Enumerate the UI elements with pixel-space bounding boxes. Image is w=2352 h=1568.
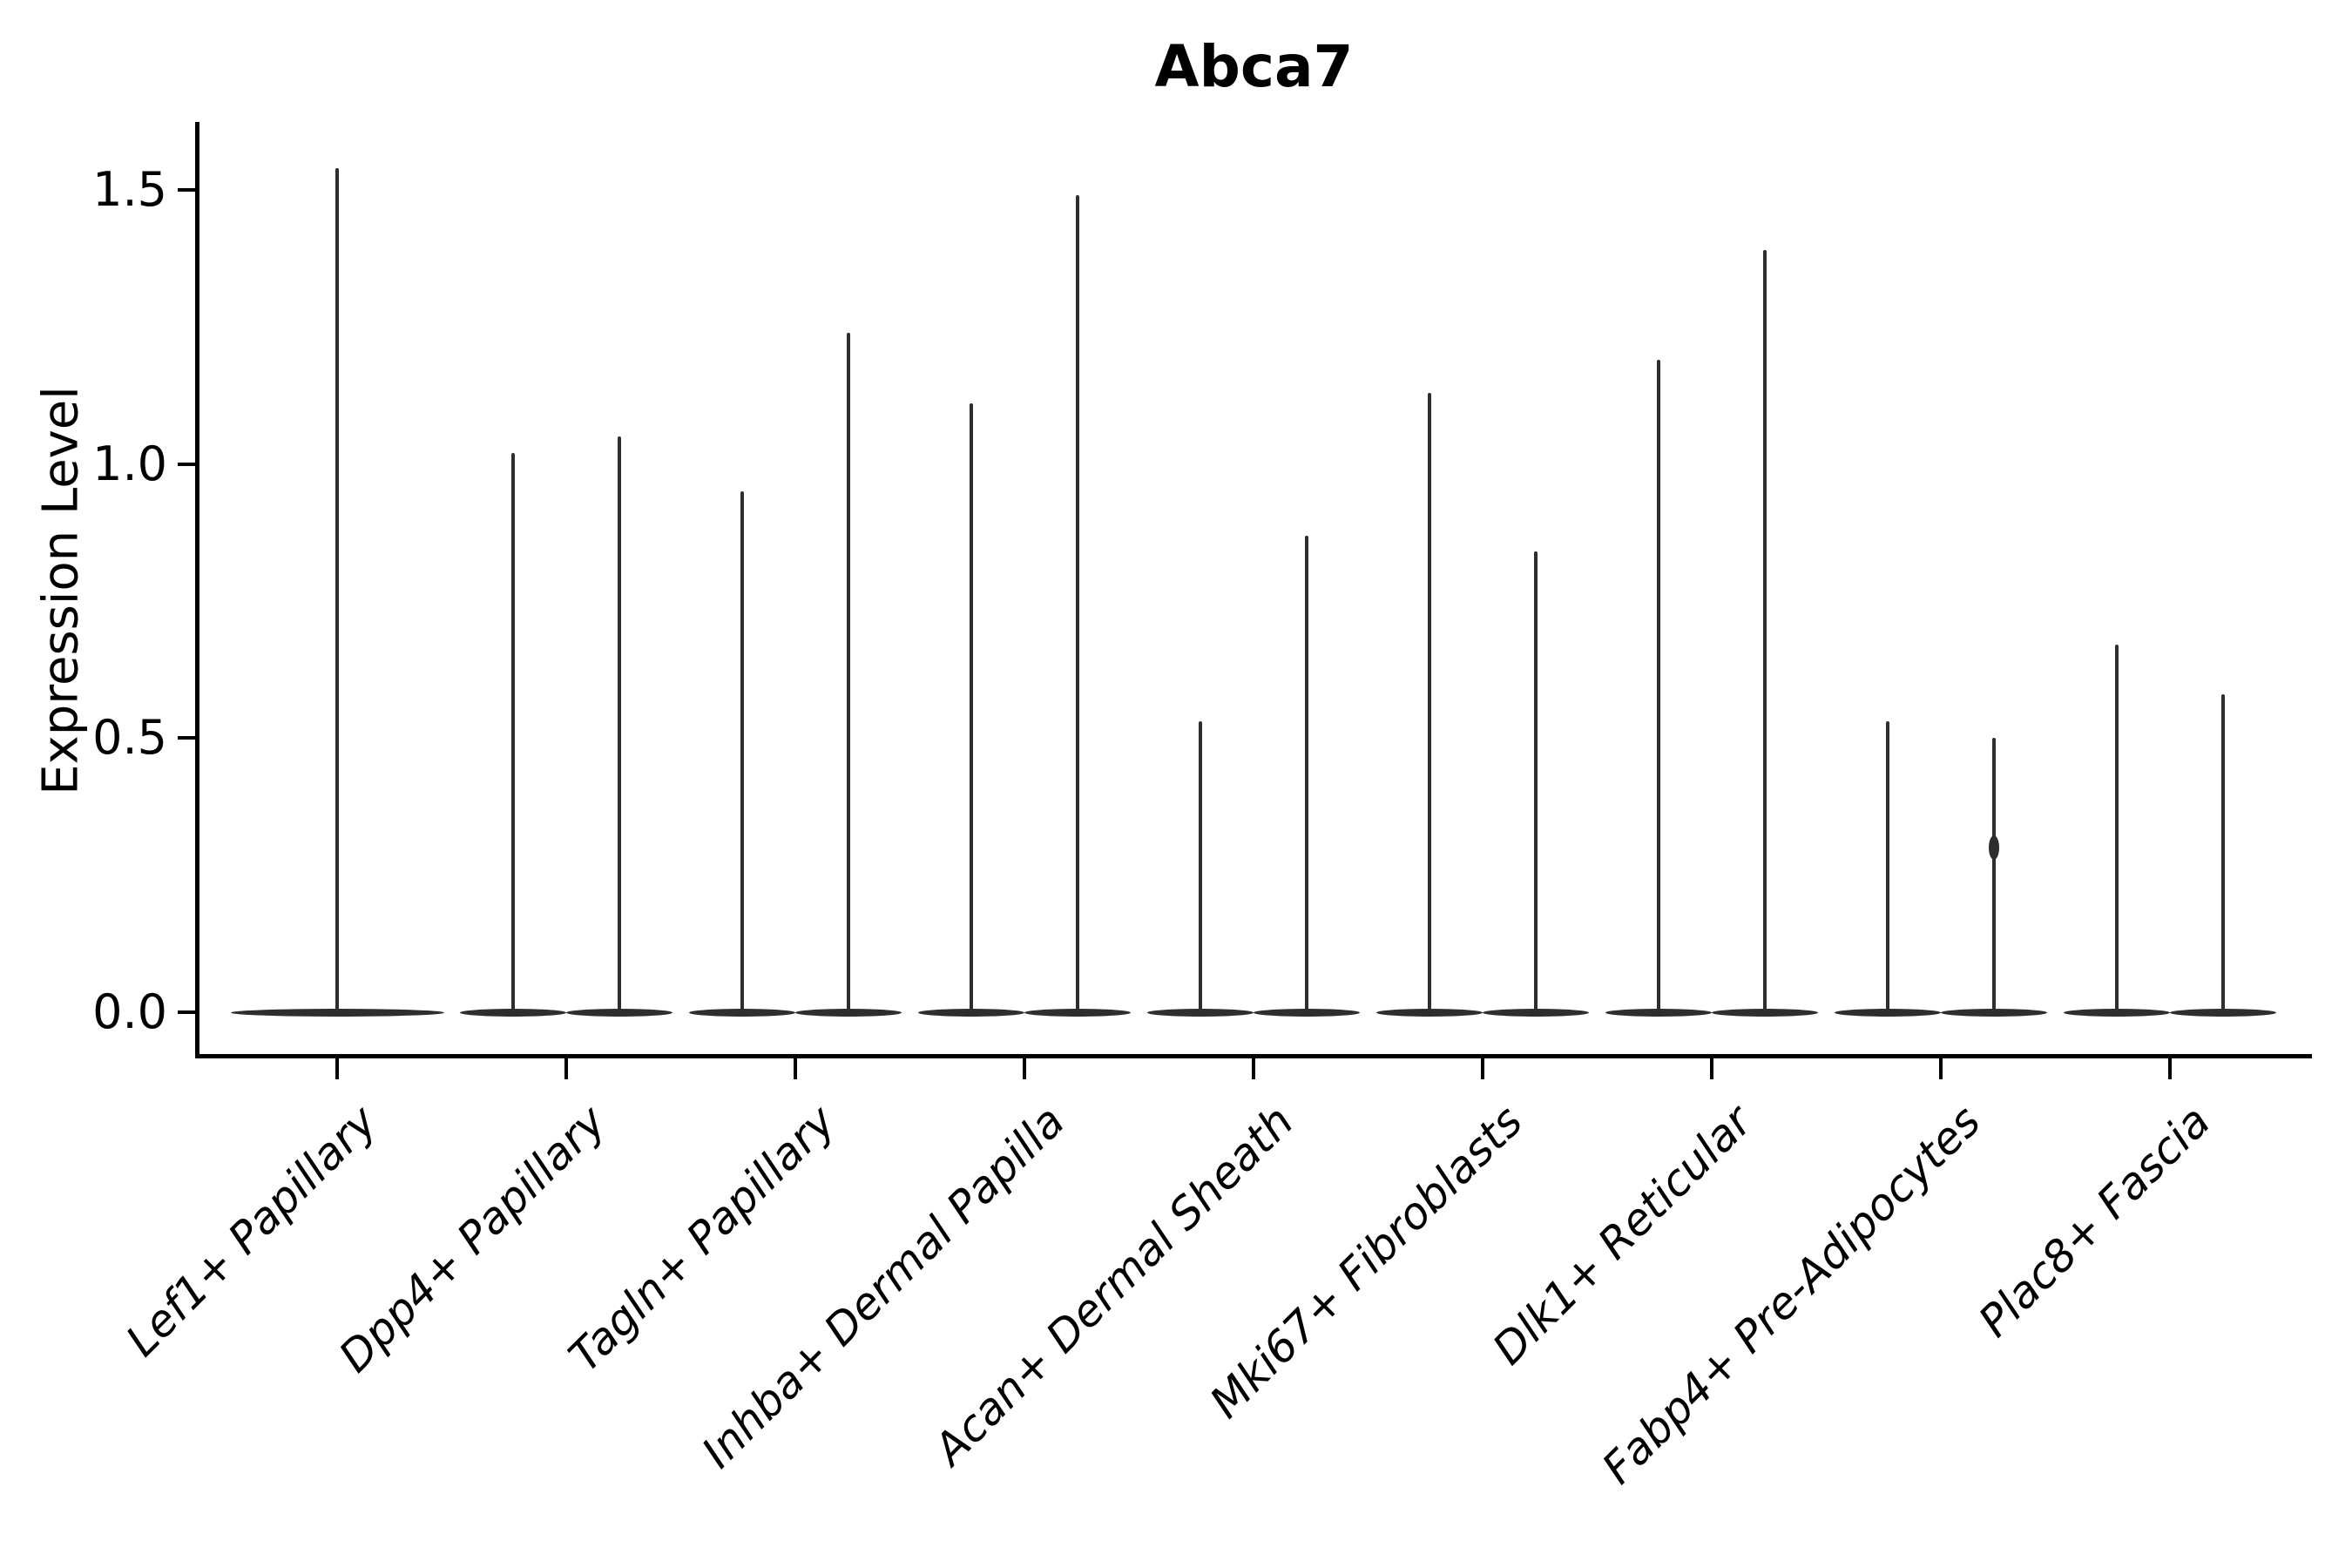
violin-spike [2115, 645, 2119, 1015]
y-axis-spine [195, 122, 199, 1058]
x-tick [794, 1058, 797, 1079]
violin-spike [847, 332, 850, 1015]
violin-spike [1076, 195, 1079, 1015]
y-tick-label: 1.5 [92, 162, 167, 218]
violin-spike [335, 167, 339, 1015]
violin-spike [1763, 250, 1767, 1015]
x-tick-label: Lef1+ Papillary [116, 1096, 388, 1367]
violin-spike [1199, 721, 1202, 1015]
x-tick [1710, 1058, 1713, 1079]
y-tick [178, 462, 195, 466]
x-tick [2168, 1058, 2172, 1079]
violin-spike [1657, 360, 1660, 1015]
x-axis-spine [195, 1054, 2312, 1058]
x-tick [1481, 1058, 1484, 1079]
violin-spike [1534, 551, 1538, 1015]
violin-spike [1428, 392, 1431, 1015]
violin-spike [970, 403, 973, 1015]
chart-title: Abca7 [1154, 33, 1354, 100]
y-tick-label: 1.0 [92, 436, 167, 491]
x-tick [335, 1058, 339, 1079]
y-tick-label: 0.0 [92, 984, 167, 1039]
y-tick [178, 1010, 195, 1014]
x-tick-label: Fabp4+ Pre-Adipocytes [1592, 1096, 1991, 1494]
y-tick [178, 188, 195, 193]
violin-bulge [1989, 835, 1999, 861]
x-tick-label: Plac8+ Fascia [1969, 1096, 2220, 1347]
x-tick [1939, 1058, 1943, 1079]
y-tick [178, 736, 195, 740]
violin-spike [618, 436, 621, 1015]
violin-spike [1886, 721, 1889, 1015]
x-tick-label: Inhba+ Dermal Papilla [692, 1096, 1075, 1478]
violin-spike [2221, 694, 2225, 1015]
violin-spike [1305, 535, 1308, 1015]
violin-spike [740, 491, 744, 1015]
x-tick [564, 1058, 568, 1079]
x-tick [1252, 1058, 1255, 1079]
x-tick [1023, 1058, 1026, 1079]
y-tick-label: 0.5 [92, 710, 167, 766]
violin-spike [511, 453, 515, 1015]
violin-spike [1992, 738, 1996, 1015]
